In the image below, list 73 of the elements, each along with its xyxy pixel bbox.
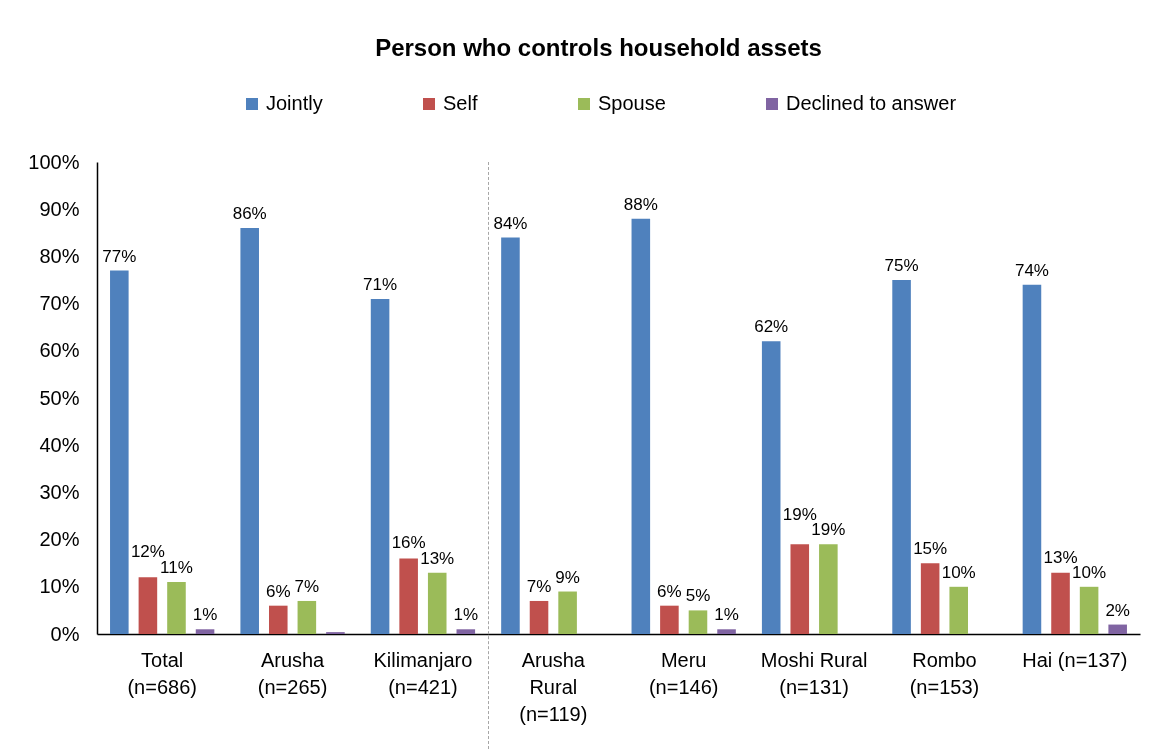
x-tick-label: Moshi Rural (n=131): [760, 648, 868, 698]
bar: [399, 558, 418, 634]
bar: [660, 605, 679, 634]
legend-label: Declined to answer: [786, 92, 957, 114]
bar: [631, 218, 651, 634]
data-label: 10%: [941, 562, 976, 582]
chart-title: Person who controls household assets: [375, 34, 822, 61]
data-label: 84%: [493, 213, 528, 233]
y-tick-label: 0%: [50, 622, 80, 645]
data-label: 71%: [363, 274, 398, 294]
legend-label: Jointly: [266, 92, 323, 114]
x-tick-label: Hai (n=137): [1022, 648, 1128, 671]
y-tick-label: 20%: [39, 528, 80, 551]
data-label: 74%: [1014, 260, 1049, 280]
data-label: 6%: [657, 581, 682, 601]
bar: [1079, 586, 1099, 634]
y-tick-label: 30%: [39, 480, 80, 503]
bar: [949, 586, 969, 634]
bar: [1022, 284, 1042, 634]
bar: [268, 605, 288, 634]
bar: [717, 629, 736, 634]
data-label: 75%: [884, 256, 919, 275]
x-tick-label: Meru (n=146): [648, 648, 719, 698]
x-tick-label: Rombo (n=153): [909, 648, 980, 698]
legend-label: Spouse: [598, 92, 666, 114]
data-label: 5%: [685, 586, 711, 606]
data-label: 7%: [526, 576, 552, 596]
bar: [1051, 572, 1070, 634]
x-tick-label: Arusha Rural (n=119): [519, 648, 588, 725]
data-label: 15%: [913, 539, 948, 559]
legend-label: Self: [443, 92, 478, 114]
data-label: 88%: [623, 194, 658, 214]
bar: [1108, 624, 1127, 634]
y-tick-label: 40%: [39, 433, 80, 456]
data-label: 62%: [754, 317, 789, 337]
data-label: 19%: [811, 520, 846, 540]
bar: [138, 577, 158, 634]
data-label: 1%: [192, 605, 218, 625]
data-label: 9%: [555, 567, 580, 587]
y-tick-label: 70%: [39, 292, 80, 315]
bar: [920, 563, 940, 634]
y-tick-label: 90%: [39, 197, 80, 220]
y-tick-label: 80%: [39, 244, 80, 267]
bar: [529, 600, 549, 634]
bar: [790, 544, 810, 634]
x-tick-label: Kilimanjaro (n=421): [373, 648, 473, 698]
data-label: 2%: [1105, 600, 1130, 620]
bar: [427, 572, 447, 634]
bar: [240, 228, 259, 634]
x-tick-label: Total (n=686): [127, 648, 197, 698]
bar: [688, 610, 708, 634]
data-label: 1%: [714, 605, 739, 625]
bar: [297, 600, 317, 634]
y-tick-label: 100%: [28, 150, 80, 173]
bar: [558, 591, 577, 634]
data-label: 86%: [232, 204, 267, 224]
data-label: 1%: [453, 605, 479, 625]
bar: [761, 341, 781, 634]
y-tick-label: 50%: [39, 386, 80, 409]
bar: [167, 582, 186, 634]
y-tick-label: 10%: [39, 575, 80, 598]
bar: [501, 237, 520, 634]
bar: [456, 629, 476, 634]
y-tick-label: 60%: [39, 339, 80, 362]
bar: [892, 280, 911, 634]
data-label: 6%: [265, 581, 291, 601]
bar: [110, 270, 129, 634]
data-label: 77%: [102, 246, 137, 266]
bar: [819, 544, 838, 634]
data-label: 7%: [294, 576, 320, 596]
x-tick-label: Arusha (n=265): [257, 648, 328, 698]
bar: [195, 629, 215, 634]
bar: [370, 298, 390, 634]
